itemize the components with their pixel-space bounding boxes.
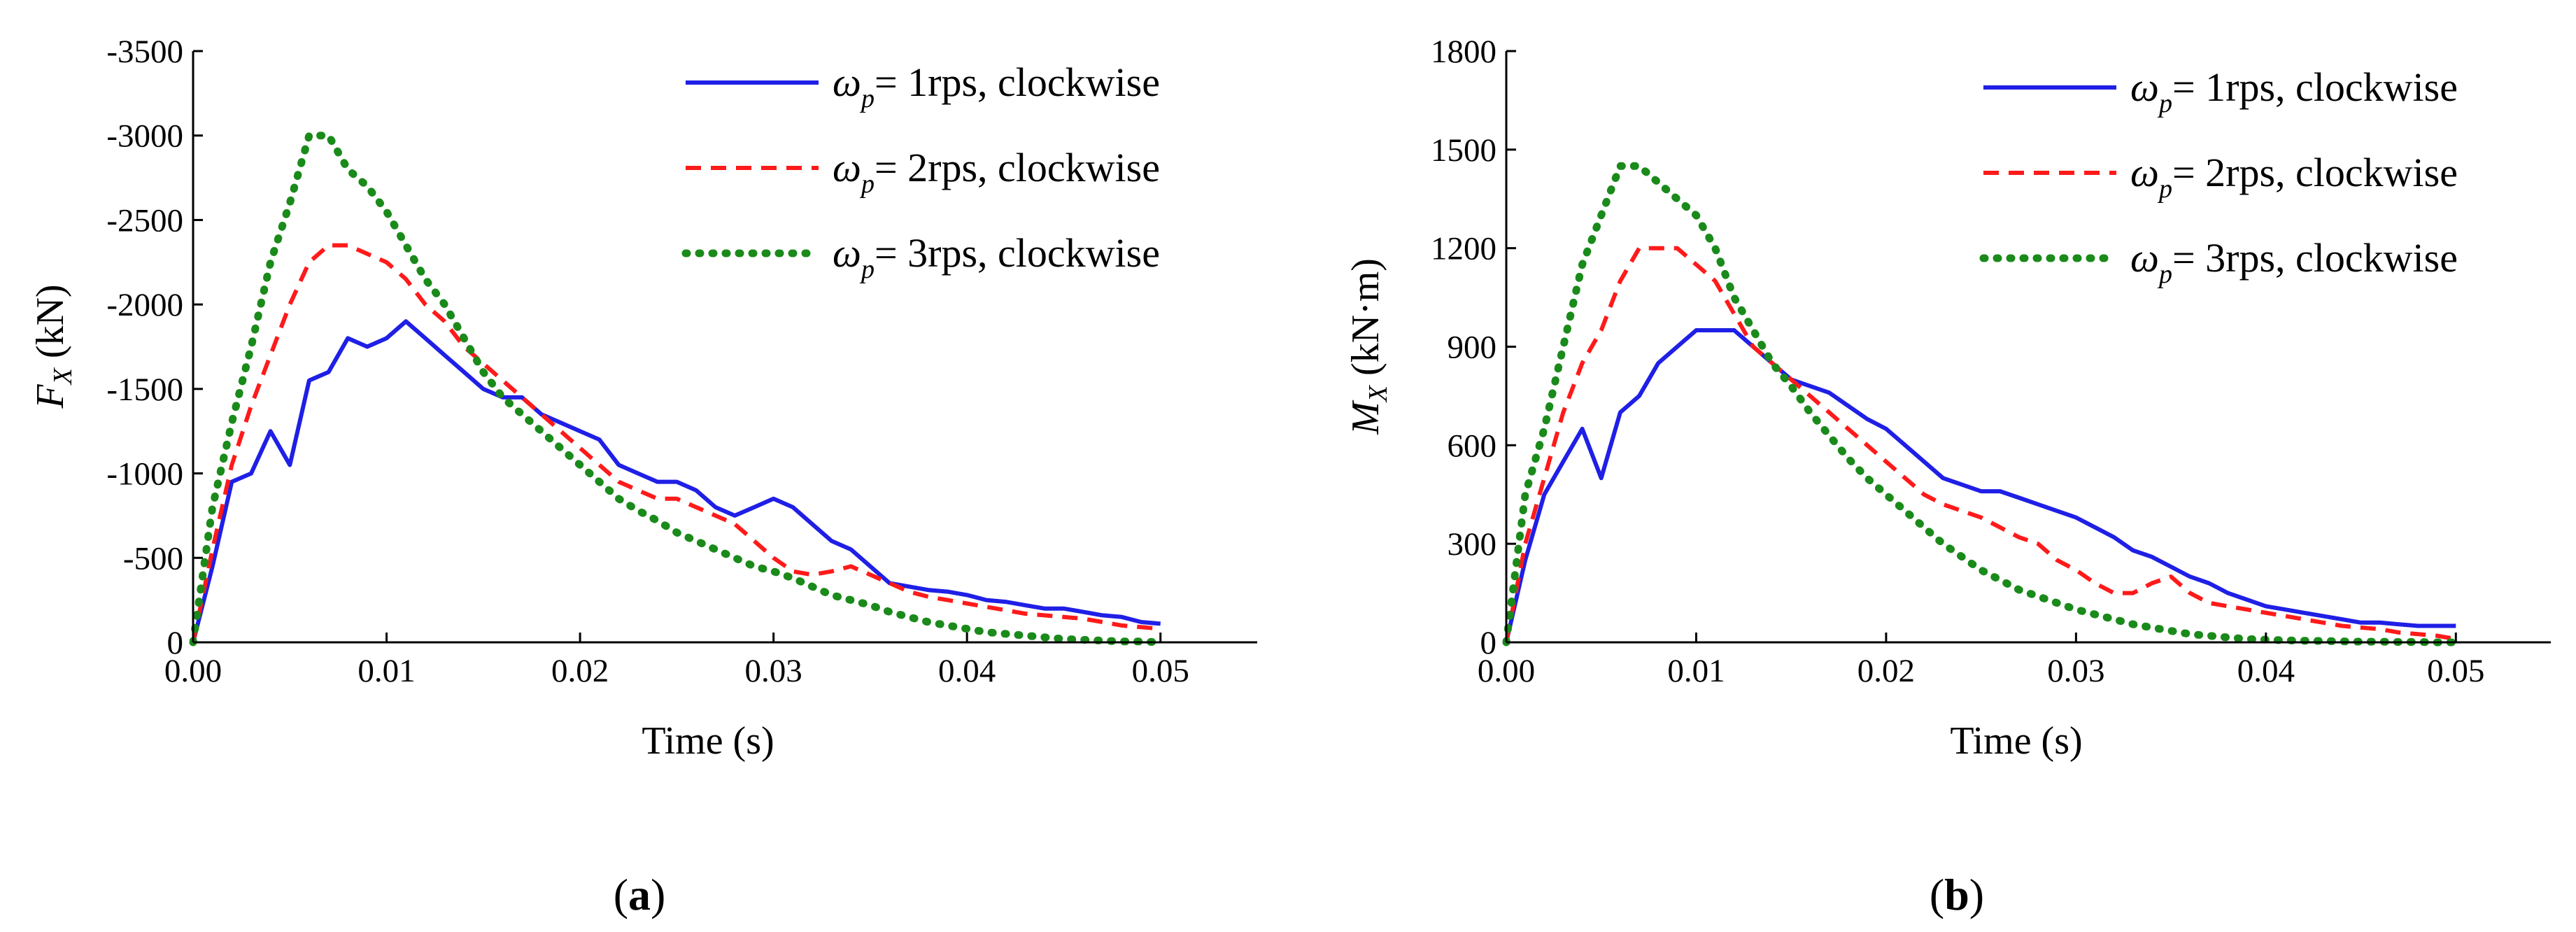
panel-b-y-tick-label: 900: [1448, 330, 1497, 366]
panel-b-y-axis-title: MX (kN·m): [1344, 258, 1393, 435]
panel-b-legend: ωp= 1rps, clockwise ωp= 2rps, clockwise ωp…: [1979, 64, 2458, 289]
panel-b-x-ticks: 0.00 0.01 0.02 0.03 0.04 0.05: [1478, 633, 2484, 689]
panel-b-x-tick-label: 0.05: [2427, 653, 2484, 689]
panel-a-x-tick-label: 0.02: [551, 653, 609, 689]
panel-a-y-tick-label: -2500: [106, 202, 183, 239]
panel-b-legend-label-2: ωp= 2rps, clockwise: [2130, 150, 2458, 204]
panel-a-y-tick-label: -1500: [106, 372, 183, 408]
panel-a-y-axis-title: FX (kN): [29, 284, 78, 409]
panel-a-x-axis-title: Time (s): [642, 719, 774, 763]
panel-b-y-tick-label: 1800: [1431, 34, 1496, 70]
panel-a-x-tick-label: 0.05: [1132, 653, 1189, 689]
panel-a-y-tick-label: -3000: [106, 118, 183, 155]
panel-a-series-3-line: [189, 132, 1165, 647]
panel-b-legend-label-1: ωp= 1rps, clockwise: [2130, 64, 2458, 118]
panel-b-x-tick-label: 0.04: [2237, 653, 2295, 689]
panel-a-y-tick-label: -2000: [106, 287, 183, 323]
panel-a-legend-label-3: ωp= 3rps, clockwise: [833, 230, 1160, 284]
panel-b-x-tick-label: 0.03: [2047, 653, 2104, 689]
panel-a-y-ticks: 0 -500 -1000 -1500 -2000 -2500 -3000 -3500: [106, 34, 203, 661]
panel-a-legend-label-1: ωp= 1rps, clockwise: [833, 59, 1160, 113]
panel-a-y-tick-label: -1000: [106, 456, 183, 493]
panel-b-x-tick-label: 0.01: [1667, 653, 1725, 689]
panel-a-legend: ωp= 1rps, clockwise ωp= 2rps, clockwise ωp…: [681, 59, 1160, 284]
panel-a-chart: 0.00 0.01 0.02 0.03 0.04 0.05 0 -500 -1000 -1500…: [29, 34, 1257, 919]
panel-b-legend-label-3: ωp= 3rps, clockwise: [2130, 235, 2458, 289]
panel-a-y-tick-label: -3500: [106, 34, 183, 70]
panel-a-x-tick-label: 0.04: [938, 653, 996, 689]
panel-b-y-ticks: 0 300 600 900 1200 1500 1800: [1431, 34, 1516, 661]
panel-b-label: (b): [1930, 870, 1984, 919]
panel-b-y-tick-label: 0: [1480, 625, 1497, 661]
panel-b-x-axis-title: Time (s): [1950, 719, 2082, 763]
panel-b-series-3-line: [1502, 162, 2460, 647]
panel-a-x-tick-label: 0.03: [745, 653, 802, 689]
panel-b-series-group: [1502, 162, 2460, 647]
panel-a-x-tick-label: 0.01: [358, 653, 415, 689]
panel-a-x-ticks: 0.00 0.01 0.02 0.03 0.04 0.05: [164, 633, 1189, 689]
panel-a-series-1-line: [191, 319, 1161, 643]
panel-b-y-tick-label: 300: [1448, 526, 1497, 563]
panel-b-x-tick-label: 0.02: [1857, 653, 1915, 689]
panel-b-y-tick-label: 1500: [1431, 132, 1496, 169]
panel-a-series-group: [189, 132, 1165, 647]
panel-b-series-1-line: [1504, 328, 2456, 643]
panel-a-y-tick-label: -500: [123, 540, 183, 577]
panel-b-series-2-line: [1504, 246, 2456, 643]
panel-b-chart: 0.00 0.01 0.02 0.03 0.04 0.05 0 300 600 900 1200 1…: [1344, 34, 2551, 919]
panel-a-label: (a): [614, 870, 666, 919]
panel-b-y-tick-label: 1200: [1431, 231, 1496, 267]
panel-b-x-tick-label: 0.00: [1478, 653, 1535, 689]
panel-a-x-tick-label: 0.00: [164, 653, 222, 689]
panel-a-y-tick-label: 0: [167, 625, 184, 661]
panel-a-legend-label-2: ωp= 2rps, clockwise: [833, 145, 1160, 199]
panel-a-series-2-line: [191, 243, 1161, 643]
panel-b-y-tick-label: 600: [1448, 428, 1497, 464]
